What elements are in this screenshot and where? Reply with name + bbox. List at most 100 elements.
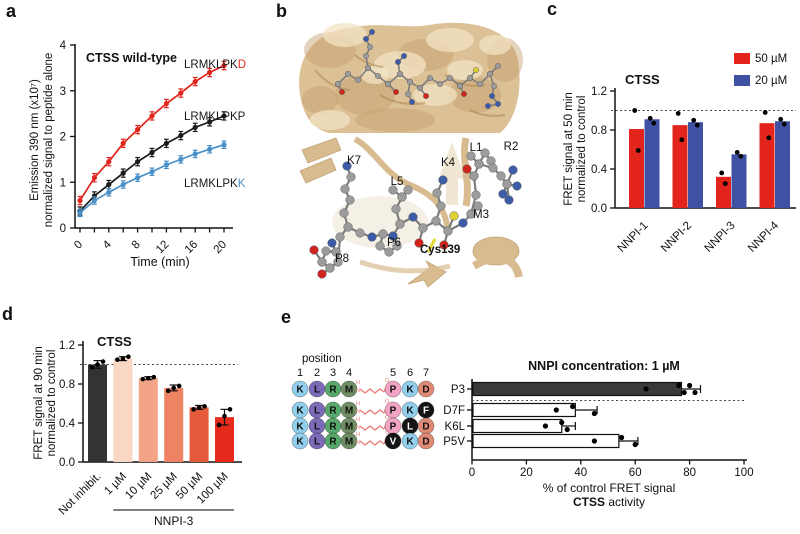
svg-text:1: 1: [297, 367, 303, 379]
svg-text:NNPI concentration: 1 µM: NNPI concentration: 1 µM: [528, 359, 680, 373]
svg-text:normalized signal to peptide a: normalized signal to peptide alone: [43, 53, 55, 228]
panel-c-letter: c: [547, 0, 558, 19]
svg-text:FRET signal at 90 min: FRET signal at 90 min: [33, 346, 45, 460]
grouped-bar-chart-ctss: 0.0 0.4 0.8 1.2 CTSS FRET signal at 50 min nor…: [563, 53, 796, 255]
d-axes: 0.0 0.4 0.8 1.2 CTSS FRET signal at 90 min nor…: [33, 334, 242, 518]
svg-text:M: M: [345, 406, 353, 417]
svg-text:N: N: [356, 440, 360, 446]
svg-text:NNPI-3: NNPI-3: [154, 514, 194, 528]
svg-text:N: N: [356, 388, 360, 394]
panel-b-structure: K7 L5 K4 L1 R2 M3 P6 P8 Cys139: [260, 0, 528, 295]
svg-text:H: H: [356, 401, 360, 407]
svg-text:CTSS activity: CTSS activity: [573, 495, 645, 509]
svg-text:P6: P6: [387, 237, 401, 249]
svg-text:0.0: 0.0: [591, 203, 607, 215]
svg-text:5: 5: [390, 367, 396, 379]
svg-text:L: L: [314, 385, 320, 396]
svg-text:D: D: [422, 437, 429, 448]
svg-text:NNPI-4: NNPI-4: [746, 219, 782, 255]
svg-text:1.2: 1.2: [591, 86, 607, 98]
panel-a-line-chart: 0 1 2 3 4 0 4 8 12 16 20 CTSS wild-type Time (min) Em…: [0, 0, 260, 295]
svg-text:NNPI-2: NNPI-2: [659, 220, 694, 255]
svg-text:1: 1: [60, 177, 66, 189]
svg-text:P: P: [390, 406, 397, 417]
linker-icon: HN O: [356, 399, 390, 415]
protein-structure-images: K7 L5 K4 L1 R2 M3 P6 P8 Cys139: [299, 22, 523, 288]
svg-text:M3: M3: [473, 209, 489, 221]
panel-d-bar-chart: 0.0 0.4 0.8 1.2 CTSS FRET signal at 90 min nor…: [0, 295, 300, 534]
panel-a-letter: a: [6, 1, 17, 21]
svg-text:R: R: [329, 406, 337, 417]
svg-text:NNPI-3: NNPI-3: [702, 220, 737, 255]
svg-text:K: K: [296, 385, 304, 396]
svg-text:R2: R2: [504, 141, 519, 153]
svg-text:LRMKLPKK: LRMKLPKK: [184, 178, 246, 190]
svg-text:CTSS: CTSS: [97, 334, 132, 349]
svg-text:K4: K4: [441, 157, 456, 169]
svg-text:60: 60: [629, 467, 642, 479]
svg-text:P3: P3: [451, 384, 465, 396]
svg-text:D7F: D7F: [443, 405, 465, 417]
svg-text:50 µM: 50 µM: [755, 53, 787, 65]
a-series-LRMKLPKK: LRMKLPKK: [77, 140, 246, 218]
svg-text:D: D: [422, 385, 429, 396]
svg-text:P5V: P5V: [443, 436, 465, 448]
svg-text:H: H: [356, 432, 360, 438]
svg-text:16: 16: [183, 239, 201, 257]
svg-text:P: P: [390, 385, 397, 396]
svg-text:20: 20: [520, 467, 533, 479]
d-group-bracket: NNPI-3: [113, 509, 234, 528]
b-labels: K7 L5 K4 L1 R2 M3 P6 P8 Cys139: [335, 141, 518, 265]
svg-text:20: 20: [212, 239, 230, 257]
a-series-LRMKLPKP: LRMKLPKP: [77, 111, 246, 216]
svg-text:NNPI-1: NNPI-1: [615, 220, 650, 255]
svg-text:40: 40: [574, 467, 587, 479]
svg-text:3: 3: [60, 86, 66, 98]
svg-text:100: 100: [734, 467, 753, 479]
svg-text:0: 0: [60, 223, 66, 235]
svg-text:CTSS wild-type: CTSS wild-type: [86, 51, 177, 65]
svg-text:LRMKLPKP: LRMKLPKP: [184, 111, 246, 123]
svg-text:K: K: [406, 437, 414, 448]
e-axes: 0 20 40 60 80 100 NNPI concentration: 1 µM % of…: [443, 359, 753, 509]
b-cartoon-peptide: [309, 148, 522, 279]
svg-text:6: 6: [407, 367, 413, 379]
svg-text:4: 4: [101, 238, 114, 251]
svg-text:V: V: [390, 437, 397, 448]
linker-icon: HN O: [356, 430, 390, 446]
svg-text:Emission 390 nm (x10⁷): Emission 390 nm (x10⁷): [29, 79, 41, 201]
svg-text:K: K: [296, 437, 304, 448]
svg-text:8: 8: [130, 239, 143, 252]
panel-d-letter: d: [2, 304, 13, 324]
svg-text:position: position: [302, 353, 342, 365]
svg-text:FRET signal at 50 min: FRET signal at 50 min: [563, 92, 575, 206]
svg-text:P8: P8: [335, 253, 349, 265]
svg-text:O: O: [385, 415, 390, 421]
svg-text:4: 4: [60, 40, 67, 52]
svg-text:Not inhibit.: Not inhibit.: [57, 471, 104, 518]
svg-text:3: 3: [330, 367, 336, 379]
c-bars: [629, 108, 790, 208]
svg-text:K: K: [406, 385, 414, 396]
linker-icon: HN O: [356, 415, 390, 431]
panel-c-grouped-bar-chart: 0.0 0.4 0.8 1.2 CTSS FRET signal at 50 min nor…: [528, 0, 800, 295]
svg-text:LRMKLPKD: LRMKLPKD: [184, 59, 246, 71]
panel-e-sequence-and-hbar: position 1 2 3 4 5 6 7 K L R M H N O P K D K L R M H N O P K F K L R M H…: [282, 295, 800, 534]
svg-text:H: H: [356, 380, 360, 386]
svg-text:Cys139: Cys139: [420, 244, 460, 256]
svg-text:4: 4: [346, 367, 352, 379]
svg-text:M: M: [345, 422, 353, 433]
svg-text:R: R: [329, 422, 337, 433]
bar-chart-nnpi3-titration: 0.0 0.4 0.8 1.2 CTSS FRET signal at 90 min nor…: [33, 334, 242, 528]
d-bars: [88, 354, 234, 462]
svg-text:M: M: [345, 385, 353, 396]
svg-text:0.4: 0.4: [591, 164, 608, 176]
c-legend: 50 µM 20 µM: [734, 53, 787, 87]
svg-text:O: O: [385, 399, 390, 405]
svg-text:0.8: 0.8: [591, 125, 607, 137]
